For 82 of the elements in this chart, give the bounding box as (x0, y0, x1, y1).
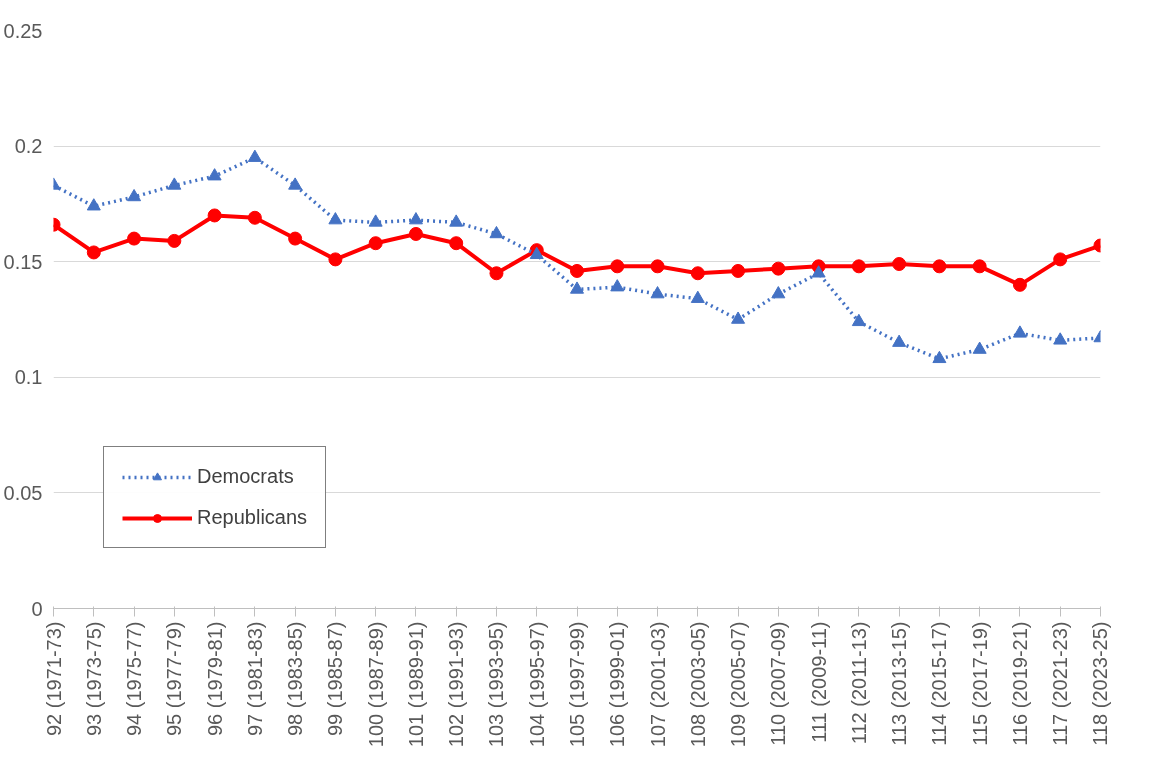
point (1012, 325, 1027, 338)
point (892, 334, 907, 347)
point (247, 210, 262, 225)
point (408, 212, 423, 225)
point (771, 261, 786, 276)
point (972, 259, 987, 274)
point (127, 188, 142, 202)
point (207, 208, 222, 223)
x-tick-label: 118 (2023-25) (1089, 621, 1112, 746)
point (932, 259, 947, 274)
x-tick-label: 111 (2009-11) (807, 621, 830, 743)
point (851, 313, 866, 327)
x-tick-label: 104 (1995-97) (525, 621, 548, 748)
point (610, 279, 625, 292)
x-tick-label: 108 (2003-05) (686, 621, 709, 748)
y-tick-label: 0.1 (14, 366, 43, 389)
x-tick-label: 110 (2007-09) (767, 621, 790, 746)
x-tick-label: 101 (1989-91) (404, 621, 427, 748)
point (449, 214, 464, 227)
point (489, 266, 504, 281)
point (690, 266, 705, 281)
point (650, 286, 665, 299)
y-tick-label: 0.2 (14, 135, 43, 158)
legend-label: Democrats (197, 465, 294, 488)
x-tick-label: 112 (2011-13) (847, 621, 870, 745)
x-tick-label: 94 (1975-77) (123, 621, 146, 737)
point (86, 245, 101, 260)
point (207, 168, 222, 181)
point (449, 236, 464, 251)
x-tick-label: 98 (1983-85) (284, 621, 307, 737)
y-tick-label: 0 (31, 597, 43, 620)
point (811, 265, 826, 278)
point (771, 286, 786, 299)
point (1053, 332, 1068, 345)
x-tick-label: 117 (2021-23) (1049, 621, 1072, 746)
x-tick-label: 109 (2005-07) (727, 621, 750, 748)
point (328, 252, 343, 267)
x-tick-label: 105 (1997-99) (566, 621, 588, 748)
x-tick-label: 92 (1971-73) (42, 621, 65, 737)
point (288, 177, 303, 190)
point (892, 257, 907, 271)
point (690, 290, 705, 303)
point (127, 231, 142, 246)
point (368, 236, 383, 251)
y-tick-label: 0.05 (3, 481, 43, 504)
x-tick-label: 95 (1977-79) (163, 621, 186, 737)
x-tick-label: 114 (2015-17) (928, 621, 951, 746)
y-tick-label: 0.15 (3, 250, 43, 273)
legend-label: Republicans (197, 506, 308, 529)
point (408, 226, 423, 241)
point (731, 311, 746, 324)
y-tick-label: 0.25 (3, 19, 43, 42)
x-tick-label: 93 (1973-75) (82, 621, 105, 737)
x-tick-label: 106 (1999-01) (606, 621, 629, 748)
point (650, 259, 665, 274)
x-tick-label: 99 (1985-87) (324, 621, 347, 737)
point (570, 263, 584, 278)
point (972, 341, 987, 354)
point (731, 263, 746, 278)
x-tick-label: 107 (2001-03) (646, 621, 669, 748)
x-tick-label: 102 (1991-93) (445, 621, 468, 748)
point (489, 225, 504, 239)
point (932, 350, 947, 364)
x-tick-label: 97 (1981-83) (243, 621, 266, 737)
point (86, 198, 101, 211)
point (851, 259, 866, 274)
x-tick-label: 116 (2019-21) (1008, 621, 1031, 746)
x-tick-label: 100 (1987-89) (364, 621, 387, 748)
x-tick-label: 96 (1979-81) (203, 621, 226, 737)
point (1012, 277, 1027, 292)
point (1053, 252, 1068, 267)
x-tick-label: 113 (2013-15) (888, 621, 911, 746)
point (610, 259, 625, 274)
point (167, 233, 182, 248)
point (247, 149, 262, 162)
point (570, 281, 584, 294)
point (167, 177, 182, 190)
x-tick-label: 115 (2017-19) (968, 621, 991, 746)
point (368, 214, 383, 227)
point (288, 231, 303, 246)
x-tick-label: 103 (1993-95) (485, 621, 508, 748)
point (328, 212, 343, 225)
